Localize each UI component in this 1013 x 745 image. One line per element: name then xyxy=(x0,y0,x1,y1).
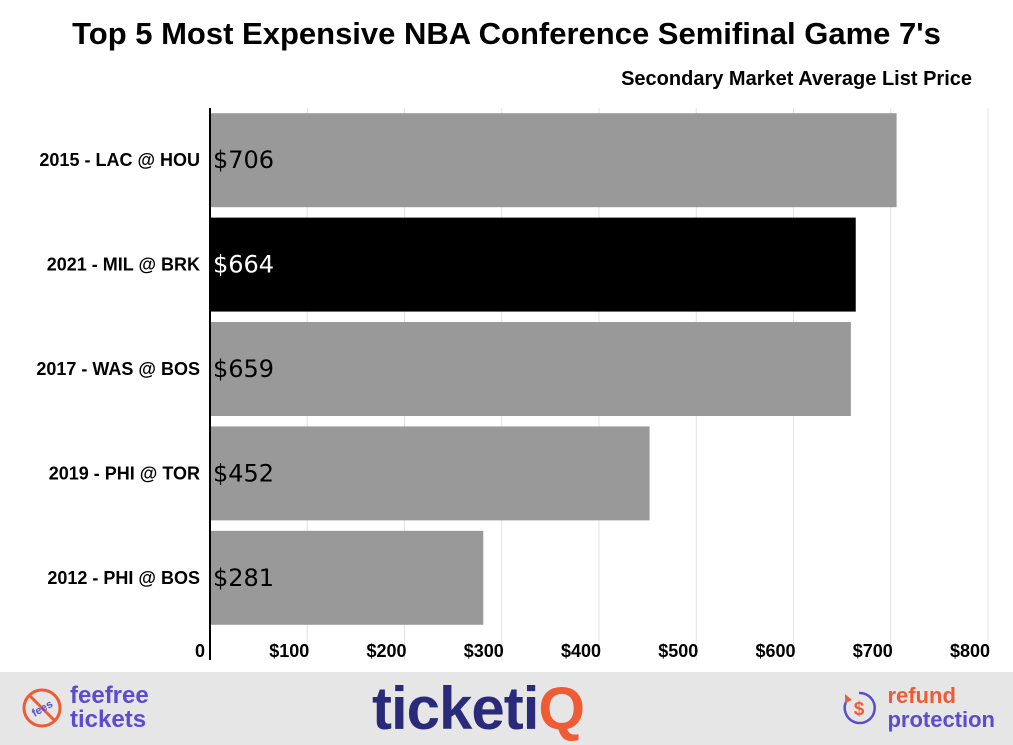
value-label-4: $281 xyxy=(213,564,274,592)
category-label-1: 2021 - MIL @ BRK xyxy=(47,255,200,275)
x-tick-label-0: 0 xyxy=(195,641,205,661)
bar-4 xyxy=(210,530,484,625)
category-label-2: 2017 - WAS @ BOS xyxy=(36,359,200,379)
refund-line1: refund xyxy=(887,683,956,708)
brand-accent: Q xyxy=(538,675,585,742)
category-label-3: 2019 - PHI @ TOR xyxy=(49,463,200,483)
chart-title: Top 5 Most Expensive NBA Conference Semi… xyxy=(72,16,941,51)
fee-free-line2: tickets xyxy=(70,706,147,733)
x-tick-label-4: $400 xyxy=(561,641,601,661)
x-tick-label-5: $500 xyxy=(658,641,698,661)
refund-protection-badge: $ refund protection xyxy=(839,684,995,732)
value-label-3: $452 xyxy=(213,459,274,487)
refund-line2: protection xyxy=(887,707,995,732)
x-tick-label-2: $200 xyxy=(366,641,406,661)
svg-text:$: $ xyxy=(854,699,865,720)
brand-main: ticketi xyxy=(372,675,539,742)
bar-2 xyxy=(210,322,851,416)
bar-1 xyxy=(210,217,856,312)
bar-0 xyxy=(210,113,897,208)
footer-bar: fees feefree tickets ticketiQ $ refund p… xyxy=(0,672,1013,745)
x-tick-label-8: $800 xyxy=(950,641,990,661)
fee-free-tickets-badge: fees feefree tickets xyxy=(20,684,149,732)
bar-chart: $706 2015 - LAC @ HOU $664 2021 - MIL @ BRK… xyxy=(36,108,990,661)
x-tick-label-3: $300 xyxy=(464,641,504,661)
category-label-0: 2015 - LAC @ HOU xyxy=(39,150,200,170)
x-tick-label-1: $100 xyxy=(269,641,309,661)
category-label-4: 2012 - PHI @ BOS xyxy=(47,568,200,588)
fee-free-line1: feefree xyxy=(70,682,149,709)
chart-subtitle: Secondary Market Average List Price xyxy=(621,68,972,90)
value-label-0: $706 xyxy=(213,146,274,174)
no-fees-icon: fees xyxy=(22,688,62,728)
dollar-refund-icon: $ xyxy=(843,691,877,725)
value-label-1: $664 xyxy=(213,251,274,279)
bar-3 xyxy=(210,426,650,521)
x-tick-label-6: $600 xyxy=(755,641,795,661)
ticketiq-logo: ticketiQ xyxy=(372,674,585,743)
value-label-2: $659 xyxy=(213,355,274,383)
x-tick-label-7: $700 xyxy=(853,641,893,661)
